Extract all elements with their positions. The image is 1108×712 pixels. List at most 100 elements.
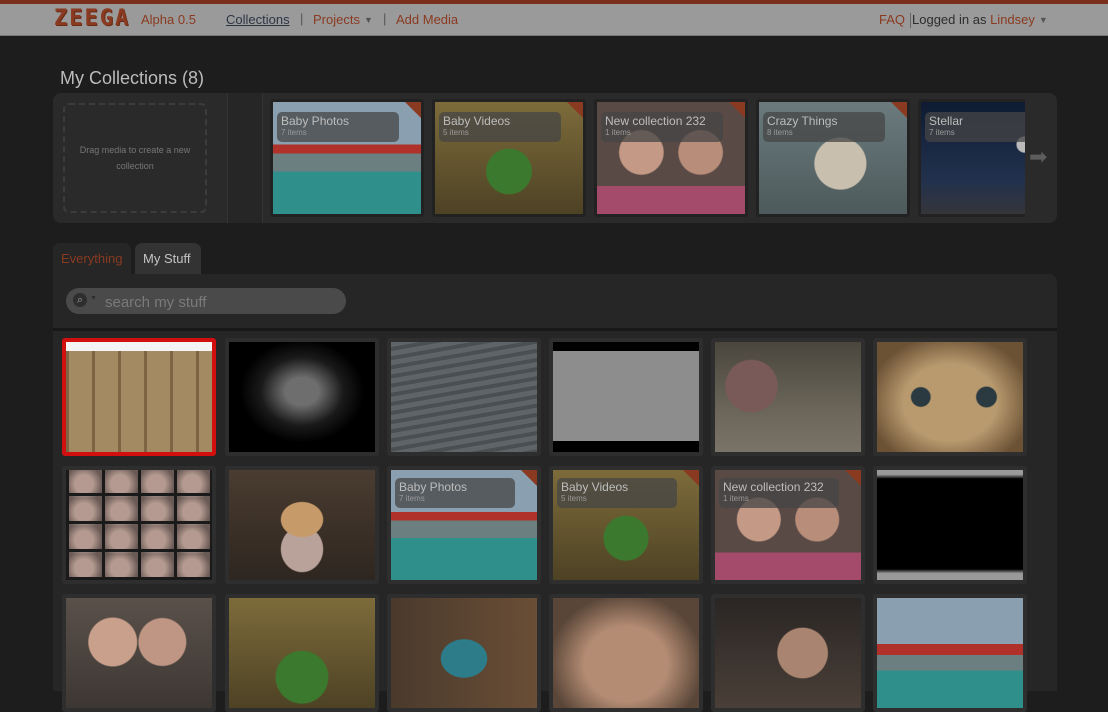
media-tile[interactable] [873, 338, 1027, 456]
collection-label: New collection 232 1 items [601, 112, 723, 142]
media-tile[interactable] [711, 338, 865, 456]
collection-card-stellar[interactable]: Stellar 7 items [918, 99, 1025, 217]
media-thumbnail [877, 342, 1023, 452]
media-tile[interactable] [225, 338, 379, 456]
media-tile-collection-new-collection-232[interactable]: New collection 232 1 items [711, 466, 865, 584]
nav-projects-menu[interactable]: Projects ▼ [313, 12, 373, 27]
collection-label: Baby Videos 5 items [439, 112, 561, 142]
media-thumbnail [715, 598, 861, 708]
media-tile[interactable] [873, 466, 1027, 584]
faq-link[interactable]: FAQ [879, 12, 906, 27]
collection-corner-badge [567, 102, 583, 118]
media-tile[interactable] [62, 594, 216, 712]
media-thumbnail [715, 342, 861, 452]
collection-name: Baby Photos [399, 480, 468, 494]
username-label: Lindsey [990, 12, 1035, 27]
faq-divider [910, 13, 911, 28]
collection-card-baby-videos[interactable]: Baby Videos 5 items [432, 99, 586, 217]
media-tile[interactable] [711, 594, 865, 712]
collection-name: Baby Videos [443, 114, 511, 128]
collection-label: Baby Photos 7 items [277, 112, 399, 142]
media-tile-collection-baby-photos[interactable]: Baby Photos 7 items [387, 466, 541, 584]
top-accent-stripe [0, 0, 1108, 4]
media-thumbnail [229, 470, 375, 580]
arrow-right-icon[interactable]: ➡ [1029, 144, 1048, 169]
media-thumbnail [553, 342, 699, 452]
media-thumbnail [66, 342, 212, 452]
media-tile[interactable] [225, 594, 379, 712]
media-tile[interactable] [62, 338, 216, 456]
collection-corner-badge [891, 102, 907, 118]
panel-divider [53, 328, 1057, 331]
collection-corner-badge [845, 470, 861, 486]
collection-corner-badge [521, 470, 537, 486]
media-thumbnail [553, 598, 699, 708]
media-thumbnail [66, 470, 212, 580]
collection-name: Crazy Things [767, 114, 838, 128]
collection-name: New collection 232 [605, 114, 706, 128]
collection-count: 7 items [929, 128, 955, 137]
nav-separator: | [383, 11, 387, 26]
media-tile-collection-baby-videos[interactable]: Baby Videos 5 items [549, 466, 703, 584]
search-input[interactable] [103, 290, 342, 314]
chevron-down-icon: ▼ [363, 15, 373, 25]
chevron-down-icon[interactable]: ▼ [90, 295, 97, 302]
media-tile[interactable] [873, 594, 1027, 712]
collection-card-baby-photos[interactable]: Baby Photos 7 items [270, 99, 424, 217]
collection-corner-badge [405, 102, 421, 118]
collections-strip: Baby Photos 7 items Baby Videos 5 items Ne… [270, 99, 1025, 217]
tab-my-stuff[interactable]: My Stuff [135, 243, 201, 276]
search-box[interactable]: ⌕ ▼ [66, 288, 346, 314]
nav-separator: | [300, 11, 304, 26]
media-tile[interactable] [549, 594, 703, 712]
search-icon[interactable]: ⌕ [73, 293, 87, 307]
collection-label: New collection 232 1 items [719, 478, 839, 508]
collection-label: Stellar 7 items [925, 112, 1025, 142]
user-menu[interactable]: Logged in as Lindsey ▼ [912, 12, 1048, 27]
new-collection-drop-zone[interactable]: Drag media to create a new collection [63, 103, 207, 213]
media-thumbnail [229, 598, 375, 708]
media-tile[interactable] [387, 338, 541, 456]
collections-panel: Drag media to create a new collection Ba… [53, 93, 1057, 223]
media-thumbnail [877, 470, 1023, 580]
zeega-logo[interactable]: ZEEGA [54, 6, 131, 31]
collection-count: 7 items [399, 494, 425, 503]
media-tile[interactable] [225, 466, 379, 584]
collection-label: Baby Photos 7 items [395, 478, 515, 508]
tab-everything[interactable]: Everything [53, 243, 131, 276]
collection-label: Crazy Things 8 items [763, 112, 885, 142]
media-tile[interactable] [549, 338, 703, 456]
collection-name: New collection 232 [723, 480, 824, 494]
collection-name: Baby Photos [281, 114, 350, 128]
collection-count: 8 items [767, 128, 793, 137]
collection-count: 5 items [561, 494, 587, 503]
nav-collections-link[interactable]: Collections [226, 12, 290, 27]
media-thumbnail [391, 342, 537, 452]
collection-card-crazy-things[interactable]: Crazy Things 8 items [756, 99, 910, 217]
collection-count: 1 items [605, 128, 631, 137]
media-tile[interactable] [387, 594, 541, 712]
nav-add-media-link[interactable]: Add Media [396, 12, 459, 27]
nav-projects-label: Projects [313, 12, 360, 27]
collection-name: Stellar [929, 114, 964, 128]
panel-divider [227, 93, 263, 223]
media-thumbnail [391, 598, 537, 708]
media-thumbnail [229, 342, 375, 452]
media-thumbnail [877, 598, 1023, 708]
media-thumbnail [66, 598, 212, 708]
collection-corner-badge [729, 102, 745, 118]
media-tile[interactable] [62, 466, 216, 584]
collection-count: 1 items [723, 494, 749, 503]
collection-count: 7 items [281, 128, 307, 137]
collection-corner-badge [683, 470, 699, 486]
logged-in-label: Logged in as [912, 12, 987, 27]
collection-card-new-collection-232[interactable]: New collection 232 1 items [594, 99, 748, 217]
collection-count: 5 items [443, 128, 469, 137]
collection-name: Baby Videos [561, 480, 629, 494]
version-label: Alpha 0.5 [141, 12, 196, 27]
top-navigation-bar: ZEEGA Alpha 0.5 Collections | Projects ▼ … [0, 4, 1108, 36]
chevron-down-icon: ▼ [1038, 15, 1048, 25]
collection-label: Baby Videos 5 items [557, 478, 677, 508]
collections-title: My Collections (8) [60, 68, 205, 88]
